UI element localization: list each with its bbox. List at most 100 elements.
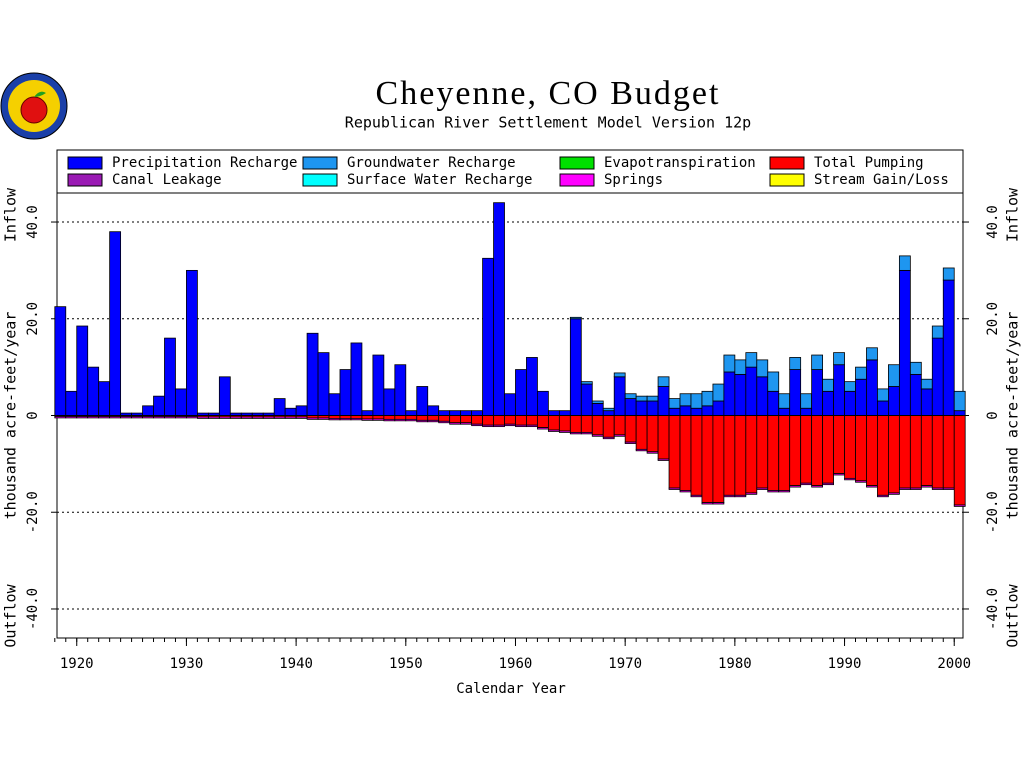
bar-segment — [734, 494, 747, 498]
bar-segment — [811, 415, 824, 487]
bar-segment — [931, 415, 944, 489]
bar-segment — [767, 490, 780, 493]
bar-segment — [339, 418, 352, 421]
bar-segment — [931, 487, 944, 490]
bar-segment — [558, 415, 571, 432]
bar-segment — [734, 359, 747, 375]
bar-segment — [537, 427, 549, 430]
bar-segment — [207, 416, 220, 419]
bar-segment — [877, 415, 889, 496]
bar-segment — [657, 458, 670, 461]
y2-tick-label: 20.0 — [985, 302, 1001, 336]
bar-segment — [624, 415, 637, 443]
bar-segment — [888, 386, 900, 416]
bar-segment — [833, 364, 845, 416]
y2-tick-label: 40.0 — [985, 205, 1001, 239]
bar-segment — [526, 415, 538, 426]
bar-segment — [866, 415, 878, 487]
bar-segment — [394, 364, 407, 416]
bar-segment — [339, 369, 352, 416]
bar-segment — [767, 415, 780, 491]
bar-segment — [295, 416, 308, 419]
bar-segment — [449, 410, 462, 416]
bar-segment — [602, 410, 615, 416]
bar-segment — [405, 415, 418, 420]
bar-segment — [898, 269, 911, 416]
bar-segment — [361, 410, 374, 416]
chart-subtitle: Republican River Settlement Model Versio… — [345, 114, 751, 132]
bar-segment — [602, 407, 615, 412]
bar-segment — [482, 257, 494, 416]
bar-segment — [164, 337, 176, 416]
bar-segment — [569, 316, 582, 320]
bar-segment — [186, 269, 198, 416]
legend-label: Canal Leakage — [112, 172, 222, 188]
x-tick-label: 1990 — [828, 656, 862, 672]
bar-segment — [931, 337, 944, 416]
bar-segment — [657, 376, 670, 387]
bar-segment — [537, 415, 549, 428]
bar-segment — [591, 434, 604, 437]
bar-segment — [866, 359, 878, 416]
bar-segment — [898, 487, 911, 490]
bar-segment — [778, 407, 791, 416]
bar-segment — [98, 381, 111, 416]
bar-segment — [844, 390, 856, 416]
y-tick-label: -20.0 — [25, 491, 41, 533]
bar-segment — [493, 424, 505, 428]
legend-swatch — [302, 156, 338, 170]
bar-segment — [866, 347, 878, 361]
x-tick-label: 1970 — [608, 656, 642, 672]
bar-segment — [822, 378, 834, 392]
bar-segment — [789, 415, 802, 487]
y-axis-label: Outflow — [2, 583, 20, 647]
bar-segment — [87, 416, 100, 419]
bar-segment — [723, 371, 736, 416]
bar-segment — [712, 502, 725, 505]
bar-segment — [734, 373, 747, 416]
bar-segment — [745, 366, 758, 416]
bar-segment — [646, 400, 659, 416]
bar-segment — [580, 415, 593, 433]
bar-segment — [460, 415, 473, 424]
legend-swatch — [67, 173, 103, 187]
bar-segment — [844, 477, 856, 481]
bar-segment — [416, 386, 429, 416]
bar-segment — [723, 415, 736, 496]
bar-segment — [591, 403, 604, 416]
bar-segment — [372, 418, 385, 421]
bar-segment — [822, 482, 834, 486]
bar-segment — [909, 373, 922, 416]
bar-segment — [591, 415, 604, 436]
bar-segment — [504, 393, 516, 416]
bar-segment — [855, 415, 867, 482]
bar-segment — [745, 352, 758, 368]
bar-segment — [405, 418, 418, 422]
bar-segment — [811, 485, 824, 488]
bar-segment — [613, 434, 626, 437]
bar-segment — [471, 423, 483, 427]
bar-segment — [416, 415, 429, 421]
bar-segment — [690, 393, 703, 409]
bar-segment — [438, 420, 451, 424]
legend-swatch — [67, 156, 103, 170]
bar-segment — [690, 407, 703, 416]
bar-segment — [789, 357, 802, 370]
bar-segment — [701, 502, 714, 505]
y-tick-label: 0 — [25, 411, 41, 419]
bar-segment — [635, 448, 648, 452]
logo-apple — [20, 96, 48, 124]
legend-label: Total Pumping — [814, 155, 924, 171]
bar-segment — [931, 325, 944, 339]
bar-segment — [383, 418, 396, 422]
bar-segment — [76, 416, 89, 419]
bar-segment — [460, 410, 473, 416]
bar-segment — [394, 415, 407, 420]
bar-segment — [87, 366, 100, 416]
bar-segment — [855, 480, 867, 483]
bar-segment — [328, 418, 341, 421]
x-tick-label: 1980 — [718, 656, 752, 672]
bar-segment — [438, 415, 451, 422]
bar-segment — [372, 354, 385, 416]
bar-segment — [471, 410, 483, 416]
